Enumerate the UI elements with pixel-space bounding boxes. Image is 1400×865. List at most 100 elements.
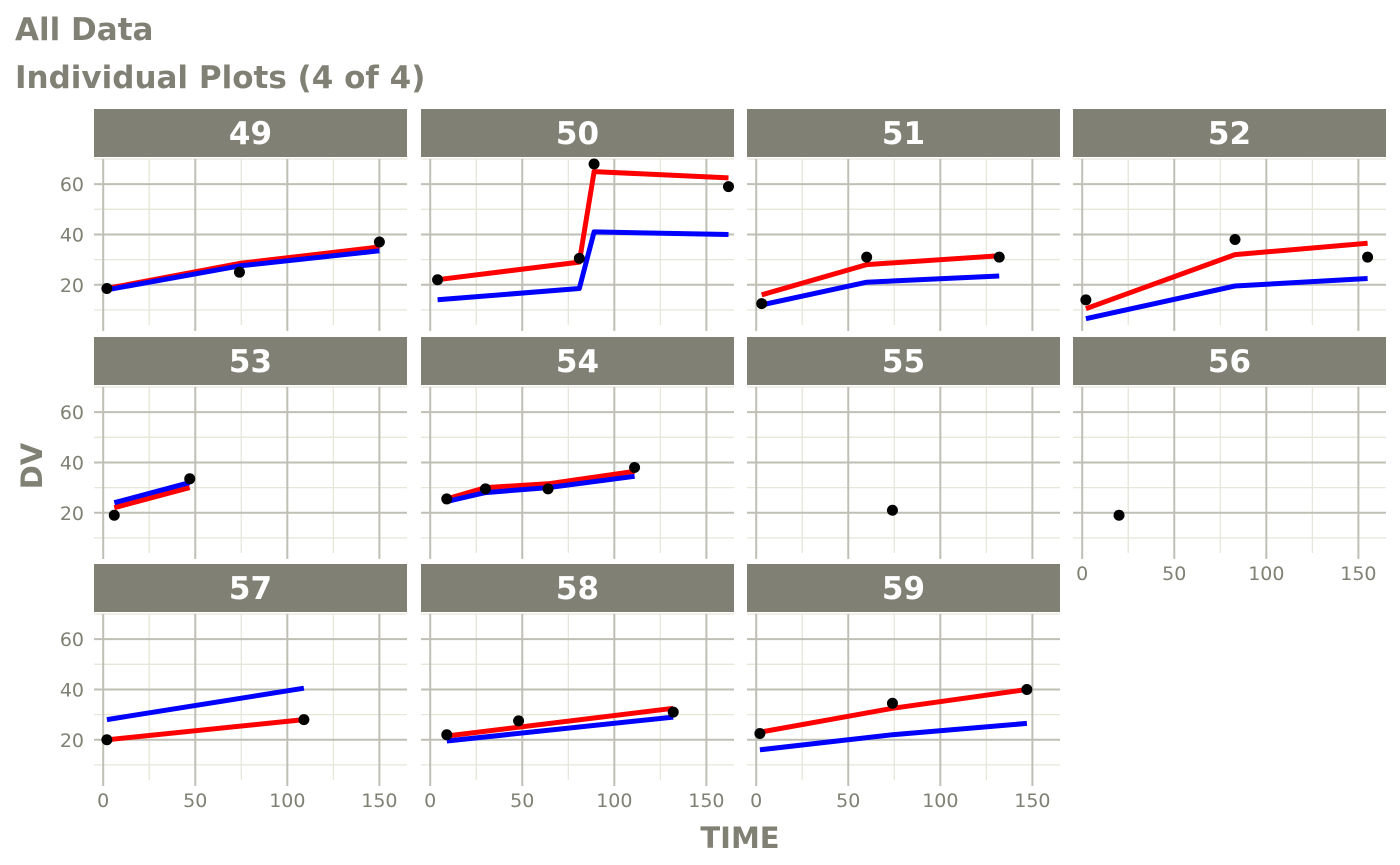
observed-point: [756, 298, 768, 310]
series-line-blue: [446, 714, 674, 744]
series-line-blue: [1085, 276, 1368, 322]
panel-49: 49 20 40 60: [60, 109, 407, 331]
observed-point: [373, 236, 385, 248]
observed-point: [573, 252, 585, 264]
series-line-red: [1085, 240, 1368, 312]
x-tick-label: 150: [1340, 563, 1376, 585]
series-line-blue: [761, 273, 1000, 308]
chart-title: All Data: [15, 12, 154, 48]
panel-strip-label: 57: [229, 571, 272, 607]
x-axis-title: TIME: [700, 821, 779, 855]
panel-strip: [747, 564, 1060, 612]
y-tick-label: 60: [60, 629, 84, 651]
series-line-red: [106, 717, 305, 743]
y-tick-label: 20: [60, 503, 84, 525]
observed-point: [1021, 683, 1033, 695]
y-tick-label: 20: [60, 730, 84, 752]
observed-point: [184, 473, 196, 485]
observed-point: [886, 504, 898, 516]
panel-strip-label: 49: [229, 116, 272, 152]
y-tick-label: 60: [60, 402, 84, 424]
panel-strip-label: 51: [882, 116, 925, 152]
observed-point: [542, 483, 554, 495]
panel-strip: [94, 337, 407, 385]
x-tick-label: 150: [361, 790, 397, 812]
panel-50: 50: [421, 109, 734, 331]
panel-strip: [747, 109, 1060, 157]
x-tick-label: 0: [424, 790, 436, 812]
series-line-blue: [106, 685, 305, 723]
panel-strip-label: 59: [882, 571, 925, 607]
panel-strip: [421, 109, 734, 157]
panel-54: 54: [421, 337, 734, 559]
x-tick-label: 50: [183, 790, 207, 812]
panel-56: 56 0 50 100 150: [1073, 337, 1386, 585]
series-line-red: [761, 253, 1000, 298]
observed-point: [861, 251, 873, 263]
x-tick-label: 50: [1162, 563, 1186, 585]
observed-point: [588, 158, 600, 170]
series-line-red: [113, 485, 191, 511]
x-tick-label: 50: [836, 790, 860, 812]
y-axis-title: DV: [15, 442, 49, 489]
observed-point: [441, 729, 453, 741]
x-tick-label: 150: [1014, 790, 1050, 812]
observed-point: [233, 266, 245, 278]
panel-strip-label: 56: [1208, 344, 1251, 380]
panel-strip-label: 52: [1208, 116, 1251, 152]
series-line-red: [446, 468, 635, 502]
series-line-blue: [446, 473, 635, 504]
observed-point: [993, 251, 1005, 263]
panel-strip: [94, 564, 407, 612]
series-line-red: [446, 705, 674, 739]
x-tick-label: 150: [688, 790, 724, 812]
observed-point: [108, 509, 120, 521]
observed-point: [1229, 233, 1241, 245]
panel-strip: [421, 564, 734, 612]
observed-point: [479, 483, 491, 495]
y-tick-label: 60: [60, 174, 84, 196]
panel-strip: [747, 337, 1060, 385]
observed-point: [441, 493, 453, 505]
observed-point: [101, 283, 113, 295]
panel-strip-label: 53: [229, 344, 272, 380]
x-tick-label: 100: [269, 790, 305, 812]
panel-strip-label: 54: [556, 344, 599, 380]
panel-55: 55: [747, 337, 1060, 559]
observed-point: [667, 706, 679, 718]
panel-57: 57 20 40 60 0 50 100 150: [60, 564, 407, 812]
panel-strip: [1073, 337, 1386, 385]
series-line-blue: [113, 480, 191, 506]
x-tick-label: 100: [596, 790, 632, 812]
observed-point: [1362, 251, 1374, 263]
panel-strip: [421, 337, 734, 385]
x-tick-label: 0: [97, 790, 109, 812]
observed-point: [886, 697, 898, 709]
observed-point: [754, 727, 766, 739]
observed-point: [1080, 294, 1092, 306]
series-line-red: [437, 169, 729, 283]
panel-53: 53 20 40 60: [60, 337, 407, 559]
observed-point: [629, 461, 641, 473]
series-line-blue: [106, 248, 380, 293]
panel-59: 59 0 50 100 150: [747, 564, 1060, 812]
y-tick-label: 20: [60, 275, 84, 297]
observed-point: [432, 274, 444, 286]
y-tick-label: 40: [60, 224, 84, 246]
series-line-blue: [437, 229, 729, 303]
x-tick-label: 0: [1076, 563, 1088, 585]
panel-strip-label: 58: [556, 571, 599, 607]
x-tick-label: 100: [922, 790, 958, 812]
observed-point: [298, 714, 310, 726]
panel-58: 58 0 50 100 150: [421, 564, 734, 812]
panel-strip-label: 50: [556, 116, 599, 152]
chart-subtitle: Individual Plots (4 of 4): [15, 60, 426, 96]
x-tick-label: 100: [1248, 563, 1284, 585]
series-line-blue: [759, 720, 1028, 753]
x-tick-label: 50: [510, 790, 534, 812]
panel-51: 51: [747, 109, 1060, 331]
panel-strip: [1073, 109, 1386, 157]
observed-point: [722, 181, 734, 193]
panel-strip: [94, 109, 407, 157]
